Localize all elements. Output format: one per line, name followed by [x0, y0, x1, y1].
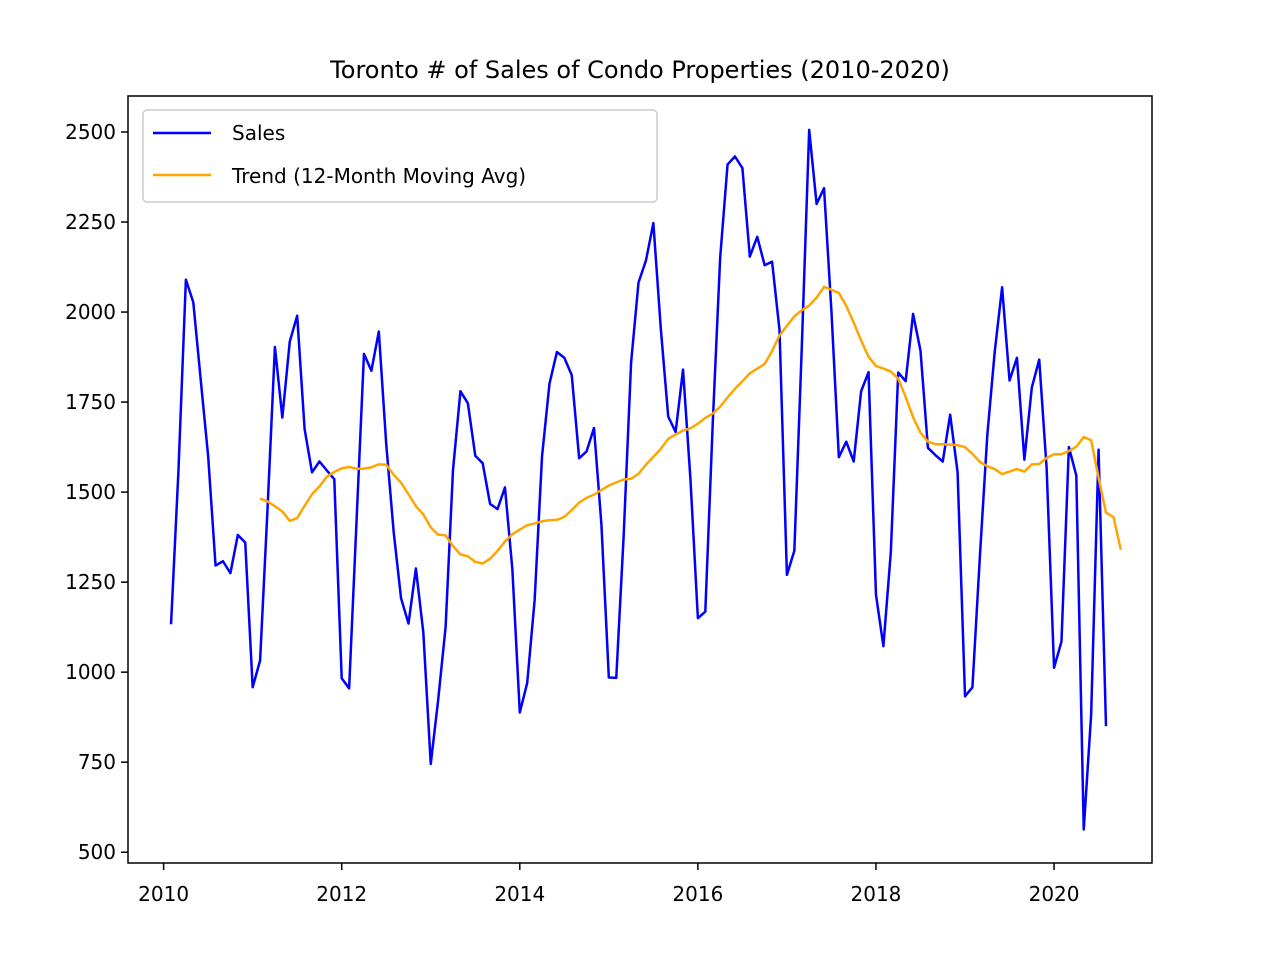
legend-box: [142, 109, 658, 203]
y-tick-label: 1250: [65, 570, 116, 594]
y-tick-label: 2500: [65, 120, 116, 144]
x-tick-label: 2018: [851, 882, 902, 906]
x-tick-label: 2012: [316, 882, 367, 906]
legend: Sales Trend (12-Month Moving Avg): [142, 109, 658, 203]
x-tick-label: 2020: [1029, 882, 1080, 906]
series-layer: [169, 128, 1123, 831]
x-tick-label: 2016: [672, 882, 723, 906]
chart-title: Toronto # of Sales of Condo Properties (…: [329, 56, 950, 84]
x-tick-label: 2010: [138, 882, 189, 906]
y-tick-label: 1500: [65, 480, 116, 504]
y-tick-label: 750: [78, 750, 116, 774]
y-tick-label: 2250: [65, 210, 116, 234]
sales-line: [169, 128, 1108, 831]
y-tick-label: 2000: [65, 300, 116, 324]
legend-label-sales: Sales: [232, 121, 285, 145]
plot-area: 2010 2012 2014 2016 2018 2020 500 750 1000 1250 1…: [65, 95, 1153, 906]
y-tick-label: 1000: [65, 660, 116, 684]
y-tick-label: 1750: [65, 390, 116, 414]
x-tick-label: 2014: [494, 882, 545, 906]
trend-line: [259, 285, 1123, 565]
y-tick-label: 500: [78, 840, 116, 864]
legend-label-trend: Trend (12-Month Moving Avg): [231, 164, 526, 188]
y-axis: 500 750 1000 1250 1500 1750 2000 2250 2500: [65, 120, 128, 864]
plot-frame: [127, 95, 1153, 864]
x-axis: 2010 2012 2014 2016 2018 2020: [138, 863, 1080, 906]
